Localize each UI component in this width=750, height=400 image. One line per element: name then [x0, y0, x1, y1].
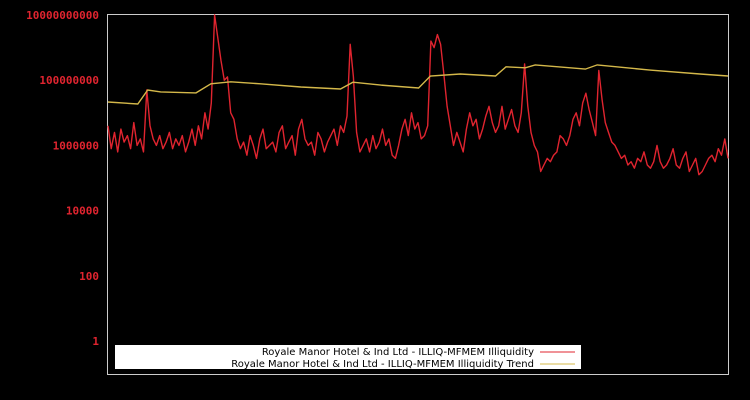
legend-label-trend: Royale Manor Hotel & Ind Ltd - ILLIQ-MFM… [231, 359, 534, 370]
illiquidity-line [107, 14, 729, 176]
legend-box [115, 345, 581, 369]
y-tick-label: 10000000000 [26, 9, 99, 22]
y-tick-label: 10000 [66, 205, 99, 218]
y-tick-label: 100000000 [39, 74, 99, 87]
y-tick-label: 100 [79, 270, 99, 283]
legend: Royale Manor Hotel & Ind Ltd - ILLIQ-MFM… [115, 345, 581, 370]
plot-frame [107, 14, 729, 375]
y-tick-label: 1000000 [53, 139, 99, 152]
y-axis-ticks: 10000000000 100000000 1000000 10000 100 1 [26, 9, 99, 348]
y-tick-label: 1 [92, 335, 99, 348]
legend-label-illiquidity: Royale Manor Hotel & Ind Ltd - ILLIQ-MFM… [262, 347, 534, 358]
illiquidity-trend-line [107, 64, 729, 105]
